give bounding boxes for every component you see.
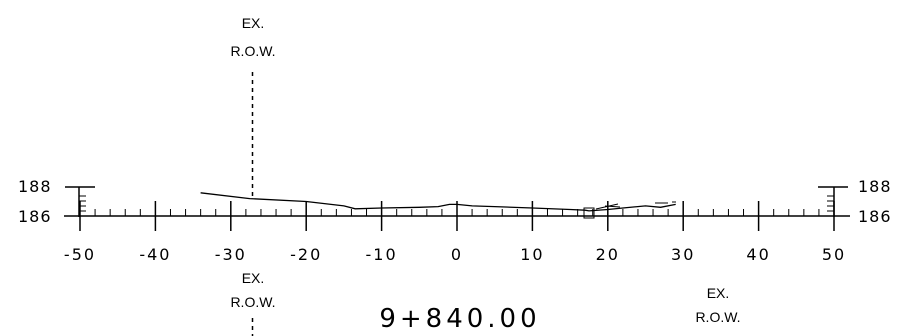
row-label-top-line1: EX. (242, 15, 265, 31)
row-label-right-line1: EX. (707, 285, 730, 301)
offset-axis-labels: -50 -40 -30 -20 -10 0 10 20 30 40 50 (64, 245, 846, 264)
elev-label-188-left: 188 (18, 177, 52, 196)
offset-tick-label: 50 (822, 245, 846, 264)
offset-tick-label: 30 (671, 245, 695, 264)
row-label-left-line2: R.O.W. (230, 294, 275, 310)
offset-tick-label: 40 (746, 245, 770, 264)
row-label-right-line2: R.O.W. (695, 309, 740, 325)
offset-axis-ticks (79, 201, 835, 231)
ground-profile-line (200, 192, 676, 212)
offset-tick-label: -50 (64, 245, 96, 264)
elev-label-188-right: 188 (858, 177, 892, 196)
profile-detail-line (595, 203, 621, 210)
right-elevation-scale (818, 186, 848, 217)
drainage-structure-symbol (583, 207, 595, 219)
offset-tick-label: -10 (366, 245, 398, 264)
station-label: 9+840.00 (379, 304, 540, 334)
offset-tick-label: -20 (290, 245, 322, 264)
offset-tick-label: 10 (520, 245, 544, 264)
offset-tick-label: 20 (596, 245, 620, 264)
offset-tick-label: 0 (451, 245, 463, 264)
elev-label-186-right: 186 (858, 207, 892, 226)
profile-detail-dash (655, 201, 676, 204)
row-label-left-line1: EX. (242, 270, 265, 286)
offset-tick-label: -40 (139, 245, 171, 264)
row-label-top-line2: R.O.W. (230, 43, 275, 59)
elev-label-186-left: 186 (18, 207, 52, 226)
offset-tick-label: -30 (215, 245, 247, 264)
